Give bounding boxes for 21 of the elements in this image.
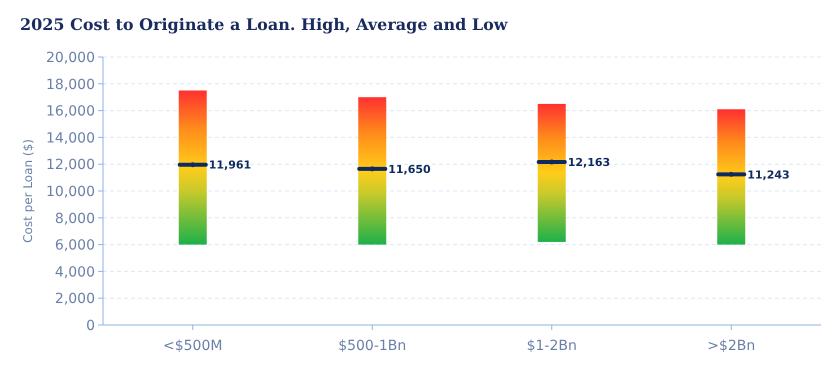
y-tick-label: 12,000 <box>46 157 95 174</box>
y-tick-label: 8,000 <box>54 210 95 227</box>
x-tick-label: $1-2Bn <box>526 338 577 354</box>
y-tick-label: 14,000 <box>46 130 95 146</box>
y-axis-title: Cost per Loan ($) <box>21 139 35 243</box>
y-tick-label: 10,000 <box>46 184 95 200</box>
x-tick-label: <$500M <box>163 338 222 354</box>
x-tick-label: >$2Bn <box>707 338 756 354</box>
data-label: 12,163 <box>568 156 610 170</box>
y-tick-label: 0 <box>86 318 95 334</box>
x-tick-label: $500-1Bn <box>338 338 406 354</box>
y-tick-label: 16,000 <box>46 104 95 120</box>
y-tick-label: 20,000 <box>46 50 95 66</box>
chart-title: 2025 Cost to Originate a Loan. High, Average and Low <box>20 15 509 34</box>
y-tick-label: 18,000 <box>46 76 95 93</box>
data-label: 11,243 <box>747 168 790 182</box>
data-label: 11,961 <box>208 158 252 172</box>
y-tick-label: 6,000 <box>54 238 95 254</box>
y-tick-label: 4,000 <box>54 264 95 280</box>
data-label: 11,650 <box>388 162 432 176</box>
y-tick-label: 2,000 <box>54 291 95 308</box>
